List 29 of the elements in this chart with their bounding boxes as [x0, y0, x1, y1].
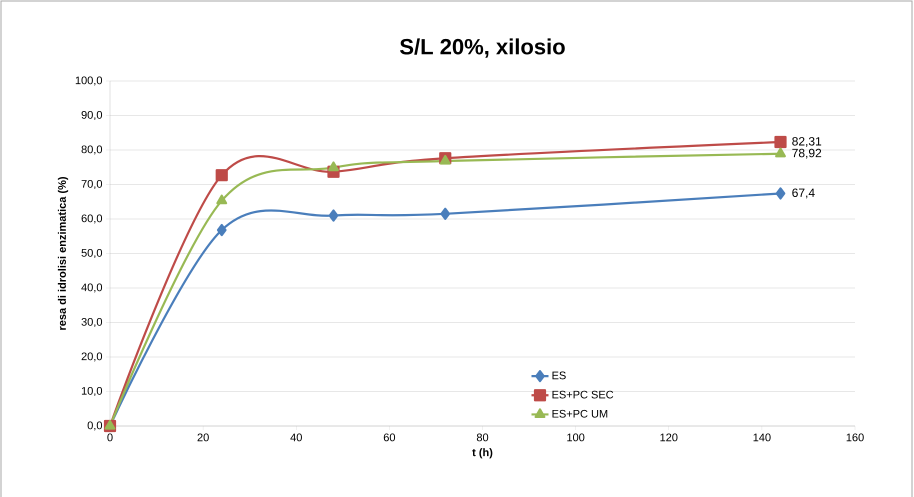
y-tick-label: 80,0: [82, 145, 102, 155]
x-tick-label: 140: [754, 434, 771, 442]
y-tick-label: 70,0: [82, 180, 102, 190]
x-tick-label: 40: [290, 434, 302, 442]
x-tick-label: 120: [660, 434, 678, 442]
y-tick-label: 90,0: [82, 110, 102, 120]
legend-label: ES+PC UM: [552, 410, 608, 418]
y-tick-label: 100,0: [76, 76, 102, 86]
legend-label: ES: [552, 372, 566, 380]
data-label: 67,4: [792, 188, 815, 198]
y-tick-label: 10,0: [82, 386, 102, 396]
x-tick-label: 20: [198, 434, 209, 442]
chart-title: S/L 20%, xilosio: [400, 38, 565, 58]
y-axis-title: resa di idrolisi enzimatica (%): [58, 177, 68, 330]
y-tick-label: 20,0: [82, 352, 102, 362]
y-tick-label: 40,0: [81, 283, 102, 293]
y-tick-label: 30,0: [81, 318, 102, 328]
data-label: 82,31: [792, 137, 822, 147]
y-tick-label: 0,0: [88, 421, 102, 431]
y-tick-label: 50,0: [82, 248, 102, 258]
y-tick-label: 60,0: [82, 214, 102, 224]
x-tick-label: 80: [476, 434, 488, 442]
x-axis-title: t (h): [472, 448, 492, 458]
x-tick-label: 60: [384, 434, 396, 442]
x-tick-label: 160: [846, 434, 864, 442]
x-tick-label: 100: [567, 434, 584, 442]
data-label: 78,92: [792, 148, 822, 159]
legend-label: ES+PC SEC: [552, 390, 614, 398]
x-tick-label: 0: [107, 434, 113, 442]
